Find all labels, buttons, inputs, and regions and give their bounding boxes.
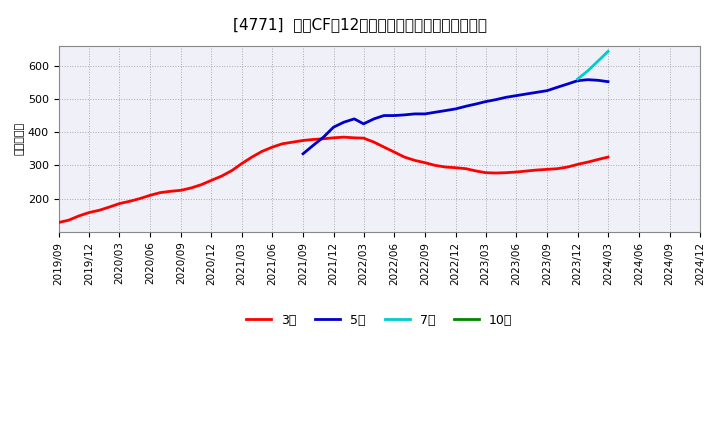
- Legend: 3年, 5年, 7年, 10年: 3年, 5年, 7年, 10年: [241, 309, 517, 332]
- Y-axis label: （百万円）: （百万円）: [15, 122, 25, 155]
- Text: [4771]  投資CFの12か月移動合計の標準偏差の推移: [4771] 投資CFの12か月移動合計の標準偏差の推移: [233, 18, 487, 33]
